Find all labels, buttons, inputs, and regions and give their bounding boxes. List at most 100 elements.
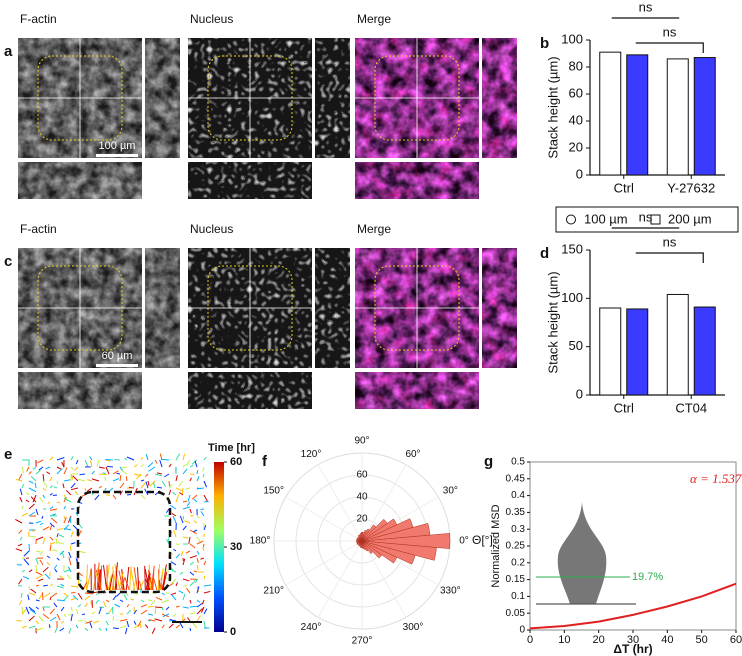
velocity-vector bbox=[182, 500, 188, 503]
polar-bar bbox=[361, 530, 367, 542]
velocity-vector bbox=[170, 561, 177, 566]
velocity-vector bbox=[119, 482, 125, 489]
y-tick-label: 20 bbox=[569, 139, 583, 154]
velocity-vector bbox=[53, 602, 58, 608]
velocity-vector bbox=[105, 459, 111, 462]
y-tick-label: 80 bbox=[569, 58, 583, 73]
legend-label: 200 µm bbox=[668, 211, 712, 226]
velocity-vector bbox=[47, 501, 51, 505]
velocity-vector bbox=[48, 624, 51, 629]
velocity-vector bbox=[93, 620, 100, 624]
velocity-vector bbox=[56, 599, 65, 602]
velocity-vector bbox=[118, 570, 124, 591]
velocity-vector bbox=[196, 564, 199, 571]
velocity-vector bbox=[114, 603, 121, 608]
image-title: Nucleus bbox=[190, 12, 233, 26]
velocity-vector bbox=[42, 566, 49, 573]
velocity-vector bbox=[194, 460, 198, 468]
velocity-vector bbox=[136, 567, 140, 591]
velocity-vector bbox=[114, 564, 121, 591]
velocity-vector bbox=[159, 453, 163, 461]
velocity-vector bbox=[152, 575, 158, 591]
velocity-vector bbox=[84, 595, 91, 601]
velocity-vector bbox=[35, 574, 43, 580]
velocity-vector bbox=[56, 467, 63, 475]
colorbar-tick-label: 30 bbox=[230, 541, 242, 553]
velocity-vector bbox=[147, 480, 150, 486]
velocity-vector bbox=[182, 536, 189, 539]
velocity-vector bbox=[65, 489, 72, 496]
velocity-vector bbox=[60, 606, 65, 612]
velocity-vector bbox=[18, 473, 23, 481]
velocity-vector bbox=[46, 471, 51, 475]
panel-label: b bbox=[540, 35, 549, 52]
velocity-vector bbox=[28, 615, 35, 622]
velocity-vector bbox=[144, 565, 146, 591]
velocity-vector bbox=[133, 487, 138, 496]
velocity-vector bbox=[186, 501, 191, 507]
velocity-vector bbox=[126, 494, 132, 496]
angle-tick-label: 300° bbox=[403, 622, 424, 633]
velocity-vector bbox=[196, 515, 200, 519]
y-axis-title: Stack height (µm) bbox=[545, 271, 560, 373]
angle-tick-label: 270° bbox=[352, 636, 373, 647]
velocity-vector bbox=[75, 609, 79, 615]
x-tick-label: 50 bbox=[696, 634, 708, 646]
angle-tick-label: 120° bbox=[301, 449, 322, 460]
velocity-vector bbox=[35, 564, 38, 572]
velocity-vector bbox=[95, 599, 100, 604]
velocity-vector bbox=[120, 576, 126, 591]
polar-bar bbox=[361, 518, 414, 542]
x-tick-label: Y-27632 bbox=[667, 180, 715, 195]
y-tick-label: 50 bbox=[569, 338, 583, 353]
velocity-vector bbox=[81, 494, 86, 497]
velocity-vector bbox=[69, 517, 72, 524]
velocity-vector bbox=[171, 513, 177, 517]
polar-bar bbox=[361, 528, 370, 542]
velocity-vector bbox=[60, 583, 65, 587]
velocity-vector bbox=[147, 599, 153, 602]
velocity-vector bbox=[37, 459, 44, 464]
x-tick-label: 10 bbox=[558, 634, 570, 646]
velocity-vector bbox=[30, 496, 37, 503]
panel-label: f bbox=[262, 453, 268, 470]
velocity-vector bbox=[161, 480, 167, 487]
velocity-vector bbox=[104, 476, 107, 482]
micrograph-texture bbox=[355, 162, 479, 199]
velocity-vector bbox=[56, 585, 64, 589]
velocity-vector bbox=[189, 571, 195, 576]
y-tick-label: 0 bbox=[519, 625, 525, 636]
velocity-vector bbox=[35, 627, 44, 632]
velocity-vector bbox=[63, 467, 68, 475]
velocity-vector bbox=[175, 453, 181, 461]
angle-tick-label: 0° bbox=[459, 536, 469, 547]
velocity-vector bbox=[179, 492, 184, 496]
velocity-vector bbox=[175, 605, 180, 608]
velocity-vector bbox=[112, 478, 120, 482]
velocity-vector bbox=[35, 571, 43, 576]
velocity-vector bbox=[17, 543, 23, 547]
velocity-vector bbox=[67, 613, 72, 616]
velocity-vector bbox=[39, 497, 44, 503]
panel-label: d bbox=[540, 245, 549, 262]
velocity-vector bbox=[15, 519, 23, 524]
velocity-vector bbox=[53, 564, 58, 570]
angle-tick-label: 210° bbox=[263, 586, 284, 597]
velocity-vector bbox=[140, 456, 144, 461]
y-tick-label: 150 bbox=[561, 241, 583, 256]
velocity-vector bbox=[164, 568, 170, 573]
panel-label: g bbox=[484, 453, 493, 470]
velocity-vector bbox=[189, 464, 194, 468]
velocity-vector bbox=[98, 466, 105, 469]
velocity-vector bbox=[193, 498, 198, 503]
y-tick-label: 0.2 bbox=[511, 557, 525, 568]
legend-label: 100 µm bbox=[584, 211, 628, 226]
velocity-vector bbox=[43, 592, 51, 598]
velocity-vector bbox=[77, 592, 83, 600]
velocity-vector bbox=[112, 566, 115, 591]
panel-label: c bbox=[4, 253, 12, 270]
velocity-vector bbox=[182, 525, 187, 531]
velocity-vector bbox=[202, 466, 205, 472]
velocity-vector bbox=[196, 615, 201, 622]
polar-spoke bbox=[317, 540, 363, 618]
